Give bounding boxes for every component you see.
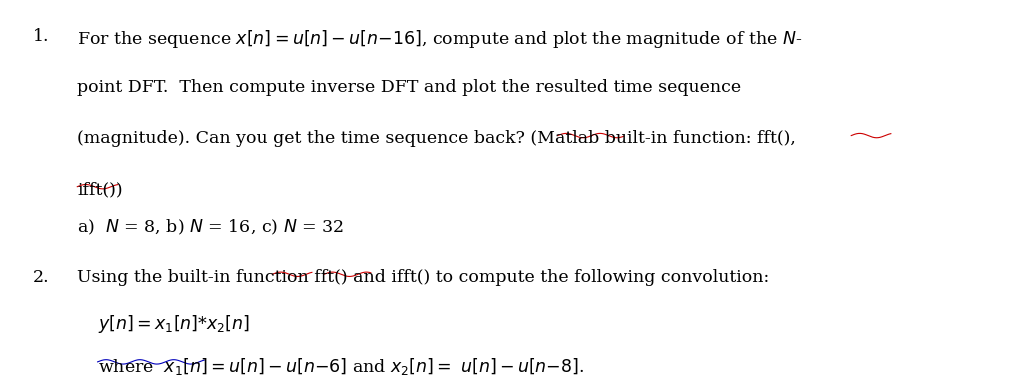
Text: $y[n] = x_1[n]$*$x_2[n]$: $y[n] = x_1[n]$*$x_2[n]$ xyxy=(97,313,250,334)
Text: ifft()): ifft()) xyxy=(77,181,123,198)
Text: point DFT.  Then compute inverse DFT and plot the resulted time sequence: point DFT. Then compute inverse DFT and … xyxy=(77,79,741,96)
Text: For the sequence $x[n] = u[n] - u[n\mathrm{-}16]$, compute and plot the magnitud: For the sequence $x[n] = u[n] - u[n\math… xyxy=(77,28,803,50)
Text: Using the built-in function fft() and ifft() to compute the following convolutio: Using the built-in function fft() and if… xyxy=(77,269,770,286)
Text: 1.: 1. xyxy=(33,28,49,45)
Text: where  $x_1[n] = u[n] - u[n\mathrm{-}6]$ and $x_2[n] =\ u[n] - u[n\mathrm{-}8]$.: where $x_1[n] = u[n] - u[n\mathrm{-}6]$ … xyxy=(97,356,584,377)
Text: (magnitude). Can you get the time sequence back? (Matlab built-in function: fft(: (magnitude). Can you get the time sequen… xyxy=(77,130,797,147)
Text: a)  $N$ = 8, b) $N$ = 16, c) $N$ = 32: a) $N$ = 8, b) $N$ = 16, c) $N$ = 32 xyxy=(77,218,344,237)
Text: 2.: 2. xyxy=(33,269,49,286)
